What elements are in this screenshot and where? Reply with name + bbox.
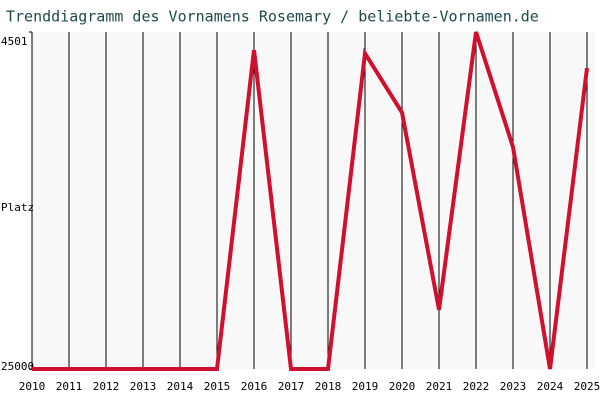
plot-area (32, 32, 595, 369)
x-tick-label: 2011 (56, 380, 83, 393)
x-tick-label: 2023 (500, 380, 527, 393)
y-tick-label: 4501 (1, 35, 28, 48)
x-tick-label: 2020 (389, 380, 416, 393)
data-line (32, 31, 589, 371)
x-tick-label: 2015 (204, 380, 231, 393)
y-axis-label: Platz (1, 201, 34, 214)
x-tick-label: 2016 (241, 380, 268, 393)
x-tick-label: 2012 (93, 380, 120, 393)
x-tick-label: 2021 (426, 380, 453, 393)
x-tick-label: 2018 (315, 380, 342, 393)
x-tick-label: 2019 (352, 380, 379, 393)
y-tick-label: 25000 (1, 360, 34, 373)
x-tick-label: 2013 (130, 380, 157, 393)
x-tick-label: 2010 (19, 380, 46, 393)
x-tick-label: 2017 (278, 380, 305, 393)
x-tick-label: 2014 (167, 380, 194, 393)
chart-title: Trenddiagramm des Vornamens Rosemary / b… (6, 8, 539, 26)
x-tick-label: 2025 (574, 380, 600, 393)
x-tick-label: 2022 (463, 380, 490, 393)
x-tick-label: 2024 (537, 380, 564, 393)
